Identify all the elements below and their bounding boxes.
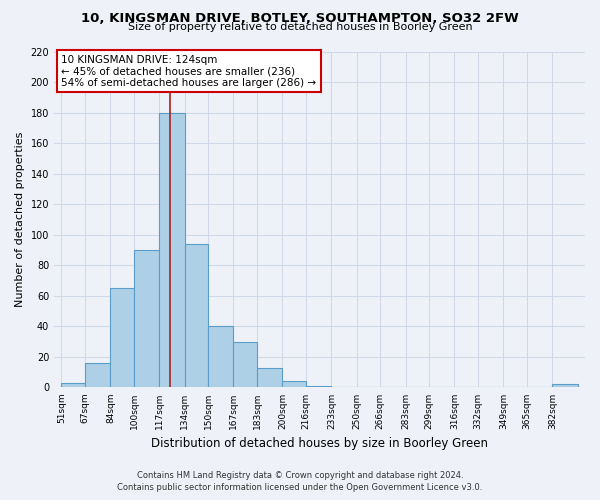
Bar (306, 386, 331, 388)
Bar (85, 363, 110, 388)
Text: 10 KINGSMAN DRIVE: 124sqm
← 45% of detached houses are smaller (236)
54% of semi: 10 KINGSMAN DRIVE: 124sqm ← 45% of detac… (61, 54, 317, 88)
Bar (110, 288, 134, 388)
Bar (134, 250, 160, 388)
Bar (257, 368, 283, 388)
Text: Size of property relative to detached houses in Boorley Green: Size of property relative to detached ho… (128, 22, 472, 32)
Y-axis label: Number of detached properties: Number of detached properties (15, 132, 25, 307)
X-axis label: Distribution of detached houses by size in Boorley Green: Distribution of detached houses by size … (151, 437, 488, 450)
Bar (185, 244, 208, 388)
Bar (61, 383, 85, 388)
Text: Contains HM Land Registry data © Crown copyright and database right 2024.
Contai: Contains HM Land Registry data © Crown c… (118, 471, 482, 492)
Bar (208, 326, 233, 388)
Bar (283, 382, 306, 388)
Bar (160, 112, 185, 388)
Bar (233, 342, 257, 388)
Text: 10, KINGSMAN DRIVE, BOTLEY, SOUTHAMPTON, SO32 2FW: 10, KINGSMAN DRIVE, BOTLEY, SOUTHAMPTON,… (81, 12, 519, 26)
Bar (553, 384, 578, 388)
